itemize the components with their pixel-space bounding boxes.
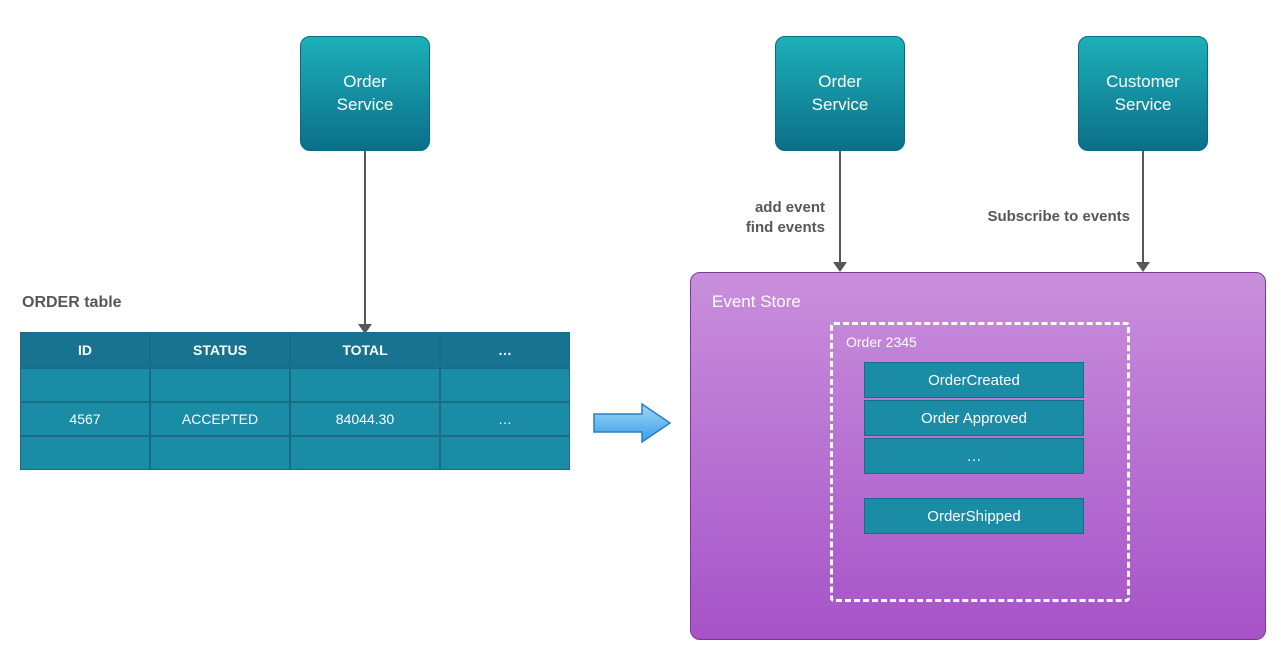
customer-service-label: CustomerService	[1106, 71, 1180, 115]
event-row: Order Approved	[864, 400, 1084, 436]
order-service-left: OrderService	[300, 36, 430, 151]
arrow-order-to-store-head	[833, 262, 847, 272]
event-store-label: Event Store	[712, 292, 801, 312]
col-status: STATUS	[150, 332, 290, 368]
event-row: OrderCreated	[864, 362, 1084, 398]
order-arrow-label: add eventfind events	[705, 198, 825, 237]
order-service-right-label: OrderService	[812, 71, 869, 115]
order-aggregate-label: Order 2345	[846, 334, 917, 350]
table-row	[20, 436, 570, 470]
arrow-customer-to-store-head	[1136, 262, 1150, 272]
col-id: ID	[20, 332, 150, 368]
event-row: OrderShipped	[864, 498, 1084, 534]
table-header-row: ID STATUS TOTAL …	[20, 332, 570, 368]
table-row: 4567 ACCEPTED 84044.30 …	[20, 402, 570, 436]
col-more: …	[440, 332, 570, 368]
transition-arrow-icon	[592, 402, 672, 444]
order-table: ID STATUS TOTAL … 4567 ACCEPTED 84044.30…	[20, 332, 570, 470]
table-row	[20, 368, 570, 402]
order-service-left-label: OrderService	[337, 71, 394, 115]
order-table-label: ORDER table	[22, 294, 122, 312]
event-row: …	[864, 438, 1084, 474]
arrow-order-to-store	[839, 151, 841, 264]
order-service-right: OrderService	[775, 36, 905, 151]
customer-service: CustomerService	[1078, 36, 1208, 151]
customer-arrow-label: Subscribe to events	[960, 207, 1130, 227]
col-total: TOTAL	[290, 332, 440, 368]
arrow-service-to-table	[364, 151, 366, 326]
arrow-customer-to-store	[1142, 151, 1144, 264]
